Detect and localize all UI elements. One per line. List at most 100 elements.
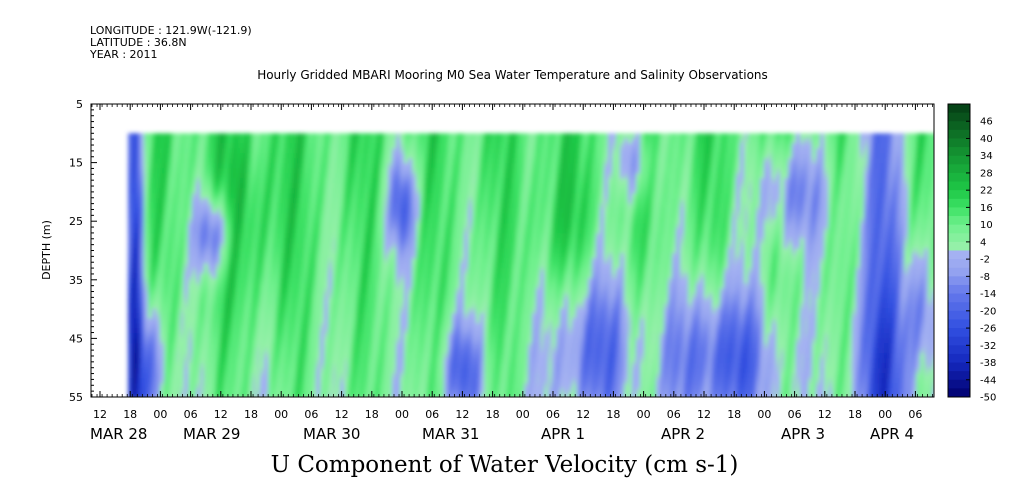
heatmap-cell	[296, 173, 301, 179]
heatmap-cell	[280, 318, 285, 324]
heatmap-cell	[408, 343, 413, 349]
heatmap-cell	[292, 278, 297, 284]
heatmap-cell	[328, 238, 333, 244]
heatmap-cell	[444, 138, 449, 144]
heatmap-cell	[240, 313, 245, 319]
heatmap-cell	[156, 233, 161, 239]
heatmap-cell	[156, 198, 161, 204]
heatmap-cell	[208, 298, 213, 304]
heatmap-cell	[404, 298, 409, 304]
heatmap-cell	[440, 368, 445, 374]
heatmap-cell	[132, 288, 137, 294]
heatmap-cell	[352, 238, 357, 244]
heatmap-cell	[372, 338, 377, 344]
heatmap-cell	[164, 263, 169, 269]
heatmap-cell	[168, 353, 173, 359]
heatmap-cell	[136, 163, 141, 169]
heatmap-cell	[392, 188, 397, 194]
heatmap-cell	[456, 298, 461, 304]
heatmap-cell	[276, 313, 281, 319]
heatmap-cell	[468, 368, 473, 374]
heatmap-cell	[388, 223, 393, 229]
heatmap-cell	[380, 368, 385, 374]
heatmap-cell	[348, 218, 353, 224]
heatmap-cell	[196, 148, 201, 154]
heatmap-cell	[236, 218, 241, 224]
heatmap-cell	[312, 233, 317, 239]
heatmap-cell	[200, 203, 205, 209]
heatmap-cell	[412, 183, 417, 189]
heatmap-cell	[256, 318, 261, 324]
heatmap-cell	[240, 358, 245, 364]
heatmap-cell	[232, 193, 237, 199]
heatmap-cell	[260, 143, 265, 149]
heatmap-cell	[256, 343, 261, 349]
heatmap-cell	[184, 303, 189, 309]
heatmap-cell	[268, 208, 273, 214]
heatmap-cell	[408, 208, 413, 214]
heatmap-cell	[272, 278, 277, 284]
heatmap-cell	[192, 363, 197, 369]
heatmap-cell	[244, 343, 249, 349]
heatmap-cell	[396, 383, 401, 389]
heatmap-cell	[492, 228, 497, 234]
heatmap-cell	[384, 153, 389, 159]
heatmap-cell	[280, 393, 285, 397]
heatmap-cell	[164, 323, 169, 329]
heatmap-cell	[316, 383, 321, 389]
heatmap-cell	[196, 378, 201, 384]
heatmap-cell	[204, 233, 209, 239]
heatmap-cell	[156, 223, 161, 229]
heatmap-cell	[208, 338, 213, 344]
heatmap-cell	[488, 308, 493, 314]
heatmap-cell	[180, 208, 185, 214]
heatmap-cell	[384, 243, 389, 249]
heatmap-cell	[328, 218, 333, 224]
heatmap-cell	[332, 288, 337, 294]
heatmap-cell	[316, 373, 321, 379]
heatmap-cell	[416, 243, 421, 249]
heatmap-cell	[272, 328, 277, 334]
heatmap-cell	[464, 243, 469, 249]
heatmap-cell	[484, 233, 489, 239]
heatmap-cell	[356, 223, 361, 229]
heatmap-cell	[168, 293, 173, 299]
heatmap-cell	[360, 308, 365, 314]
heatmap-cell	[344, 368, 349, 374]
heatmap-cell	[268, 323, 273, 329]
heatmap-cell	[148, 383, 153, 389]
heatmap-cell	[232, 158, 237, 164]
heatmap-cell	[348, 348, 353, 354]
heatmap-cell	[408, 353, 413, 359]
heatmap-cell	[496, 233, 501, 239]
heatmap-cell	[340, 393, 345, 397]
heatmap-cell	[176, 358, 181, 364]
heatmap-cell	[268, 383, 273, 389]
heatmap-cell	[384, 178, 389, 184]
heatmap-cell	[360, 298, 365, 304]
heatmap-cell	[276, 273, 281, 279]
heatmap-cell	[312, 318, 317, 324]
heatmap-cell	[156, 173, 161, 179]
heatmap-cell	[388, 233, 393, 239]
heatmap-cell	[184, 138, 189, 144]
heatmap-cell	[276, 353, 281, 359]
heatmap-cell	[236, 303, 241, 309]
heatmap-cell	[416, 153, 421, 159]
heatmap-cell	[484, 138, 489, 144]
heatmap-cell	[420, 223, 425, 229]
heatmap-cell	[308, 373, 313, 379]
heatmap-cell	[296, 238, 301, 244]
heatmap-cell	[280, 388, 285, 394]
heatmap-cell	[244, 218, 249, 224]
heatmap-cell	[468, 163, 473, 169]
heatmap-cell	[176, 238, 181, 244]
heatmap-cell	[152, 133, 157, 139]
heatmap-cell	[372, 203, 377, 209]
heatmap-cell	[504, 143, 509, 149]
heatmap-cell	[164, 253, 169, 259]
heatmap-cell	[412, 243, 417, 249]
heatmap-cell	[260, 163, 265, 169]
heatmap-cell	[132, 173, 137, 179]
heatmap-cell	[472, 288, 477, 294]
